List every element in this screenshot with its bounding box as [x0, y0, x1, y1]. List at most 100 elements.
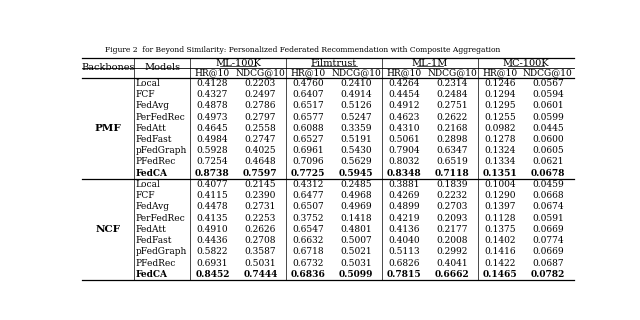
Text: 0.6732: 0.6732	[292, 259, 324, 268]
Text: 0.0459: 0.0459	[532, 180, 564, 189]
Text: PMF: PMF	[95, 124, 122, 133]
Text: 0.2485: 0.2485	[340, 180, 372, 189]
Text: 0.4077: 0.4077	[196, 180, 228, 189]
Text: 0.2731: 0.2731	[244, 202, 276, 212]
Text: 0.0605: 0.0605	[532, 146, 564, 155]
Text: 0.2751: 0.2751	[436, 101, 468, 110]
Text: FedCA: FedCA	[136, 169, 168, 178]
Text: 0.4312: 0.4312	[292, 180, 324, 189]
Text: FedFast: FedFast	[136, 236, 172, 245]
Text: 0.8452: 0.8452	[195, 270, 230, 279]
Text: NCF: NCF	[95, 225, 121, 234]
Text: 0.5822: 0.5822	[196, 247, 228, 256]
Text: PerFedRec: PerFedRec	[136, 214, 186, 223]
Text: 0.2410: 0.2410	[340, 79, 372, 88]
Text: 0.5430: 0.5430	[340, 146, 372, 155]
Text: 0.3359: 0.3359	[340, 124, 372, 133]
Text: 0.7597: 0.7597	[243, 169, 278, 178]
Text: 0.1324: 0.1324	[484, 146, 516, 155]
Text: FedAtt: FedAtt	[136, 225, 166, 234]
Text: 0.2497: 0.2497	[244, 90, 276, 99]
Text: 0.4914: 0.4914	[340, 90, 372, 99]
Text: 0.6836: 0.6836	[291, 270, 326, 279]
Text: 0.4327: 0.4327	[196, 90, 228, 99]
Text: 0.6519: 0.6519	[436, 157, 468, 166]
Text: 0.1290: 0.1290	[484, 191, 516, 200]
Text: 0.2253: 0.2253	[244, 214, 276, 223]
Text: 0.0591: 0.0591	[532, 214, 564, 223]
Text: 0.6547: 0.6547	[292, 225, 324, 234]
Text: 0.0782: 0.0782	[531, 270, 565, 279]
Text: 0.5928: 0.5928	[196, 146, 228, 155]
Text: 0.4801: 0.4801	[340, 225, 372, 234]
Text: 0.6507: 0.6507	[292, 202, 324, 212]
Text: 0.7096: 0.7096	[292, 157, 324, 166]
Text: 0.2786: 0.2786	[244, 101, 276, 110]
Text: NDCG@10: NDCG@10	[523, 68, 573, 77]
Text: FedAvg: FedAvg	[136, 202, 170, 212]
Text: 0.1375: 0.1375	[484, 225, 516, 234]
Text: 0.0599: 0.0599	[532, 113, 564, 122]
Text: 0.4269: 0.4269	[388, 191, 420, 200]
Text: 0.7725: 0.7725	[291, 169, 326, 178]
Text: 0.4969: 0.4969	[340, 202, 372, 212]
Text: 0.0600: 0.0600	[532, 135, 564, 144]
Text: 0.0674: 0.0674	[532, 202, 564, 212]
Text: 0.0668: 0.0668	[532, 191, 564, 200]
Text: 0.6632: 0.6632	[292, 236, 324, 245]
Text: 0.5007: 0.5007	[340, 236, 372, 245]
Text: 0.4264: 0.4264	[388, 79, 420, 88]
Text: 0.2484: 0.2484	[436, 90, 468, 99]
Text: 0.4478: 0.4478	[196, 202, 228, 212]
Text: 0.8032: 0.8032	[388, 157, 420, 166]
Text: 0.4899: 0.4899	[388, 202, 420, 212]
Text: 0.2898: 0.2898	[436, 135, 468, 144]
Text: 0.5191: 0.5191	[340, 135, 372, 144]
Text: 0.6347: 0.6347	[436, 146, 468, 155]
Text: 0.2622: 0.2622	[436, 113, 468, 122]
Text: 0.5021: 0.5021	[340, 247, 372, 256]
Text: 0.4878: 0.4878	[196, 101, 228, 110]
Text: 0.3881: 0.3881	[388, 180, 420, 189]
Text: 0.5113: 0.5113	[388, 247, 420, 256]
Text: 0.2232: 0.2232	[436, 191, 468, 200]
Text: 0.5945: 0.5945	[339, 169, 373, 178]
Text: 0.1278: 0.1278	[484, 135, 516, 144]
Text: 0.2390: 0.2390	[244, 191, 276, 200]
Text: HR@10: HR@10	[195, 68, 230, 77]
Text: 0.4040: 0.4040	[388, 236, 420, 245]
Text: 0.4968: 0.4968	[340, 191, 372, 200]
Text: 0.7815: 0.7815	[387, 270, 421, 279]
Text: 0.1351: 0.1351	[483, 169, 517, 178]
Text: 0.7904: 0.7904	[388, 146, 420, 155]
Text: 0.2177: 0.2177	[436, 225, 468, 234]
Text: 0.2168: 0.2168	[436, 124, 468, 133]
Text: 0.0445: 0.0445	[532, 124, 564, 133]
Text: 0.1397: 0.1397	[484, 202, 516, 212]
Text: 0.4310: 0.4310	[388, 124, 420, 133]
Text: FCF: FCF	[136, 191, 156, 200]
Text: 0.0687: 0.0687	[532, 259, 564, 268]
Text: 0.7118: 0.7118	[435, 169, 469, 178]
Text: 0.2747: 0.2747	[244, 135, 276, 144]
Text: 0.1334: 0.1334	[484, 157, 516, 166]
Text: 0.4760: 0.4760	[292, 79, 324, 88]
Text: 0.0669: 0.0669	[532, 247, 564, 256]
Text: MC-100K: MC-100K	[502, 59, 549, 68]
Text: 0.8348: 0.8348	[387, 169, 422, 178]
Text: 0.1402: 0.1402	[484, 236, 516, 245]
Text: FedCA: FedCA	[136, 270, 168, 279]
Text: 0.4025: 0.4025	[244, 146, 276, 155]
Text: Figure 2  for Beyond Similarity: Personalized Federated Recommendation with Comp: Figure 2 for Beyond Similarity: Personal…	[105, 46, 500, 54]
Text: 0.2626: 0.2626	[244, 225, 276, 234]
Text: 0.2008: 0.2008	[436, 236, 468, 245]
Text: pFedGraph: pFedGraph	[136, 247, 187, 256]
Text: 0.1416: 0.1416	[484, 247, 516, 256]
Text: 0.4984: 0.4984	[196, 135, 228, 144]
Text: 0.4136: 0.4136	[388, 225, 420, 234]
Text: 0.6407: 0.6407	[292, 90, 324, 99]
Text: HR@10: HR@10	[387, 68, 422, 77]
Text: 0.0669: 0.0669	[532, 225, 564, 234]
Text: 0.3752: 0.3752	[292, 214, 324, 223]
Text: 0.4912: 0.4912	[388, 101, 420, 110]
